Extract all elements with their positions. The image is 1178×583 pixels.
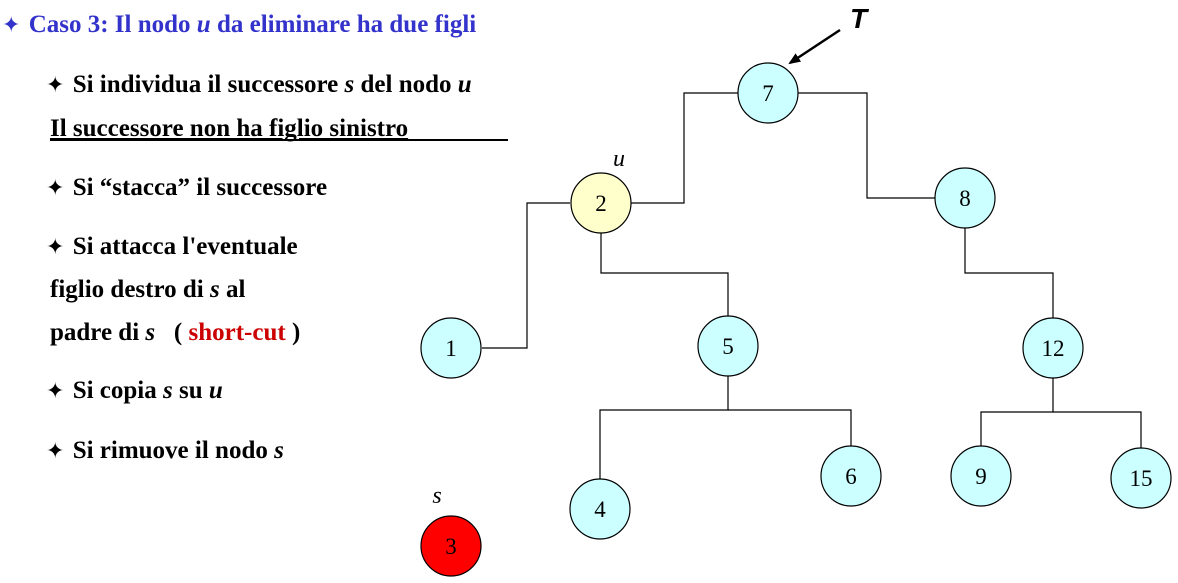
tree-node-8: 8 — [934, 167, 996, 229]
bullet-attach-child-line3: padre di s ( short-cut ) — [50, 319, 300, 346]
bullet-list: ✦ Si individua il successore s del nodo … — [46, 71, 508, 464]
node-1-circle — [420, 317, 482, 379]
bullet-star-icon: ✦ — [46, 73, 64, 98]
node-8-label: 8 — [959, 186, 971, 211]
edge-7-8 — [798, 92, 935, 199]
root-pointer-label: T — [850, 3, 870, 34]
node-3-label: 3 — [445, 534, 457, 559]
node-5-circle — [697, 315, 759, 377]
node-8-circle — [934, 167, 996, 229]
edge-2-1 — [482, 202, 570, 349]
bullet-attach-child-line2: figlio destro di s al — [50, 276, 245, 303]
bullet-attach-child: ✦ Si attacca l'eventuale — [46, 233, 298, 260]
tree-nodes: 7 2 u 8 1 5 12 4 6 — [420, 62, 1172, 577]
node-9-label: 9 — [975, 464, 987, 489]
node-6-label: 6 — [845, 464, 857, 489]
tree-node-5: 5 — [697, 315, 759, 377]
node-s-tag: s — [432, 483, 441, 509]
node-7-circle — [737, 62, 799, 124]
node-4-circle — [569, 478, 631, 540]
node-15-circle — [1110, 447, 1172, 509]
tree-node-6: 6 — [820, 445, 882, 507]
edge-8-12 — [964, 228, 1054, 318]
short-cut-label: short-cut — [188, 319, 286, 346]
tree-edges — [482, 92, 1142, 479]
detached-successor-node-3: 3 s — [420, 483, 482, 577]
root-pointer: T — [788, 3, 870, 65]
title-star-icon: ✦ — [2, 13, 20, 38]
tree-node-15: 15 — [1110, 447, 1172, 509]
edge-12-15 — [1053, 411, 1142, 448]
edge-12-9 — [980, 378, 1054, 446]
tree-node-9: 9 — [950, 445, 1012, 507]
node-7-label: 7 — [762, 81, 774, 106]
node-9-circle — [950, 445, 1012, 507]
bullet-star-icon: ✦ — [46, 235, 64, 260]
bullet-remove-s: ✦ Si rimuove il nodo s — [46, 437, 284, 464]
root-pointer-arrow-icon — [788, 28, 841, 65]
node-4-label: 4 — [594, 497, 606, 522]
node-2-label: 2 — [595, 191, 607, 216]
node-15-label: 15 — [1130, 466, 1153, 491]
tree-node-12: 12 — [1022, 317, 1084, 379]
node-12-circle — [1022, 317, 1084, 379]
bullet-star-icon: ✦ — [46, 379, 64, 404]
edge-7-2 — [631, 92, 738, 204]
bullet-find-successor: ✦ Si individua il successore s del nodo … — [46, 71, 472, 98]
node-u-tag: u — [613, 146, 625, 172]
node-12-label: 12 — [1042, 336, 1065, 361]
tree-node-1: 1 — [420, 317, 482, 379]
title-text: ✦ Caso 3: Il nodo u da eliminare ha due … — [2, 11, 476, 38]
successor-note: Il successore non ha figlio sinistro — [50, 115, 408, 142]
node-6-circle — [820, 445, 882, 507]
node-2-circle — [570, 172, 632, 234]
slide-title: ✦ Caso 3: Il nodo u da eliminare ha due … — [2, 11, 476, 38]
tree-node-2: 2 u — [570, 146, 632, 234]
bullet-star-icon: ✦ — [46, 176, 64, 201]
node-3-circle — [420, 515, 482, 577]
edge-2-5 — [600, 233, 729, 316]
edge-5-6 — [728, 409, 852, 446]
tree-node-7: 7 — [737, 62, 799, 124]
edge-5-4 — [599, 376, 729, 479]
bullet-detach-successor: ✦ Si “stacca” il successore — [46, 174, 327, 201]
bullet-star-icon: ✦ — [46, 439, 64, 464]
bullet-copy-s-on-u: ✦ Si copia s su u — [46, 377, 223, 404]
node-5-label: 5 — [722, 334, 734, 359]
node-1-label: 1 — [445, 336, 457, 361]
tree-node-4: 4 — [569, 478, 631, 540]
